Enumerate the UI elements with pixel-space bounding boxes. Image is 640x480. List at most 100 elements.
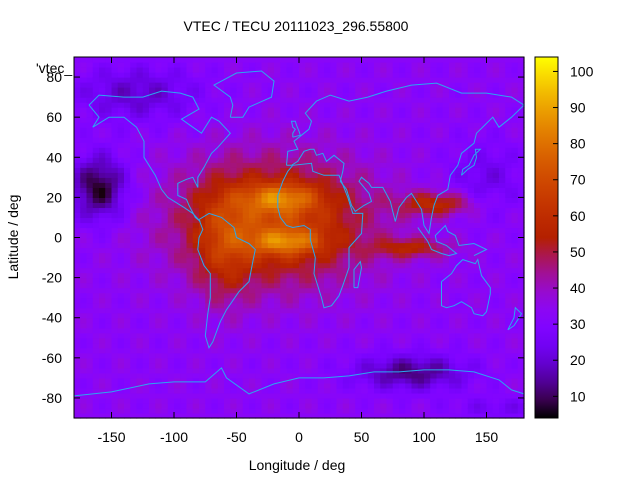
heatmap-cell [186,292,194,299]
heatmap-cell [336,122,344,128]
heatmap-cell [442,332,450,339]
heatmap-cell [442,277,450,284]
heatmap-cell [124,102,131,108]
heatmap-cell [267,352,275,359]
heatmap-cell [424,62,431,68]
heatmap-cell [211,387,219,394]
heatmap-cell [292,287,300,294]
heatmap-cell [417,377,425,384]
heatmap-cell [492,267,500,274]
heatmap-cell [392,67,400,73]
heatmap-cell [305,77,313,83]
heatmap-cell [142,242,150,249]
heatmap-cell [224,247,231,254]
heatmap-cell [374,202,381,209]
heatmap-cell [205,82,213,88]
heatmap-cell [349,182,356,188]
heatmap-cell [424,397,431,404]
heatmap-cell [324,407,331,414]
heatmap-cell [349,322,356,329]
heatmap-cell [386,177,394,183]
heatmap-cell [486,297,494,304]
heatmap-cell [499,382,506,389]
heatmap-cell [486,322,494,329]
heatmap-cell [224,157,231,163]
heatmap-cell [136,57,144,63]
heatmap-cell [330,177,338,183]
heatmap-cell [311,172,319,178]
heatmap-cell [99,197,106,203]
heatmap-cell [80,247,88,254]
heatmap-cell [192,232,200,239]
heatmap-cell [236,387,244,394]
heatmap-cell [149,392,156,399]
heatmap-cell [486,377,494,384]
heatmap-cell [192,62,200,68]
heatmap-cell [242,347,250,354]
heatmap-cell [374,372,381,379]
heatmap-cell [261,412,269,419]
heatmap-cell [261,137,269,143]
heatmap-cell [249,82,256,88]
heatmap-cell [417,397,425,404]
heatmap-cell [174,312,181,319]
heatmap-cell [392,212,400,219]
heatmap-cell [242,322,250,329]
heatmap-cell [211,247,219,254]
heatmap-cell [380,207,388,214]
heatmap-cell [124,127,131,133]
heatmap-cell [442,142,450,148]
heatmap-cell [167,87,175,93]
heatmap-cell [374,352,381,359]
heatmap-cell [367,287,375,294]
heatmap-cell [255,387,263,394]
heatmap-cell [417,337,425,344]
heatmap-cell [117,137,125,143]
heatmap-cell [374,117,381,123]
heatmap-cell [349,297,356,304]
heatmap-cell [386,302,394,309]
heatmap-cell [180,162,188,168]
heatmap-cell [467,402,475,409]
heatmap-cell [74,102,81,108]
heatmap-cell [449,212,456,219]
heatmap-cell [149,412,156,419]
heatmap-cell [155,357,163,364]
heatmap-cell [324,352,331,359]
heatmap-cell [405,282,413,289]
heatmap-cell [342,332,350,339]
heatmap-cell [367,97,375,103]
heatmap-cell [280,242,288,249]
heatmap-cell [299,102,306,108]
heatmap-cell [124,297,131,304]
heatmap-cell [217,62,225,68]
heatmap-cell [436,67,444,73]
heatmap-cell [155,297,163,304]
heatmap-cell [499,82,506,88]
heatmap-cell [111,237,119,244]
heatmap-cell [492,367,500,374]
heatmap-cell [380,357,388,364]
heatmap-cell [492,322,500,329]
heatmap-cell [467,252,475,259]
heatmap-cell [380,82,388,88]
heatmap-cell [155,197,163,203]
heatmap-cell [92,267,100,274]
heatmap-cell [430,122,438,128]
heatmap-cell [99,402,106,409]
heatmap-cell [436,132,444,138]
heatmap-cell [505,317,513,324]
heatmap-cell [236,122,244,128]
heatmap-cell [361,137,369,143]
heatmap-cell [149,327,156,334]
heatmap-cell [324,57,331,63]
heatmap-cell [161,397,169,404]
heatmap-cell [249,212,256,219]
heatmap-cell [161,302,169,309]
heatmap-cell [380,217,388,224]
heatmap-cell [149,192,156,198]
heatmap-cell [436,377,444,384]
heatmap-cell [499,177,506,183]
heatmap-cell [436,307,444,314]
heatmap-cell [486,402,494,409]
